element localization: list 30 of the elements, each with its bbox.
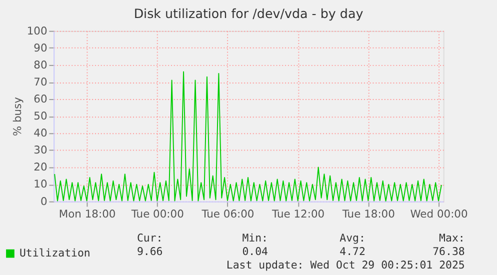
y-tick-label: 80 <box>34 58 48 72</box>
y-tick-label: 70 <box>34 75 48 88</box>
text: Min: <box>242 231 268 244</box>
x-tick-label: Wed 00:00 <box>410 207 468 220</box>
text: Max: <box>439 231 465 244</box>
y-tick-label: 10 <box>34 178 48 191</box>
x-tick-label: Tue 06:00 <box>200 207 254 220</box>
text: 9.66 <box>136 244 163 258</box>
text: 4.72 <box>340 244 366 258</box>
x-tick-label: Tue 12:00 <box>271 207 325 220</box>
legend-label: Utilization <box>19 246 90 260</box>
text: Cur: <box>136 231 163 244</box>
text: Avg: <box>340 231 366 244</box>
x-tick-label: Mon 18:00 <box>58 207 116 220</box>
text: 0.04 <box>242 244 268 258</box>
text: 76.38 <box>432 244 465 258</box>
x-tick-label: Tue 18:00 <box>341 207 396 220</box>
y-tick-label: 100 <box>26 24 48 38</box>
chart-title: Disk utilization for /dev/vda - by day <box>134 6 364 22</box>
y-tick-label: 20 <box>34 160 48 174</box>
x-tick-label: Tue 00:00 <box>130 207 184 220</box>
y-tick-label: 90 <box>34 41 48 54</box>
y-tick-label: 60 <box>34 92 48 106</box>
y-tick-label: 50 <box>34 110 48 123</box>
text: Last update: Wed Oct 29 00:25:01 2025 <box>226 258 465 272</box>
y-tick-label: 40 <box>34 126 48 140</box>
y-tick-label: 0 <box>40 194 48 208</box>
line-series <box>54 71 442 202</box>
y-tick-label: 30 <box>34 144 48 157</box>
y-axis-title: % busy <box>10 96 24 136</box>
